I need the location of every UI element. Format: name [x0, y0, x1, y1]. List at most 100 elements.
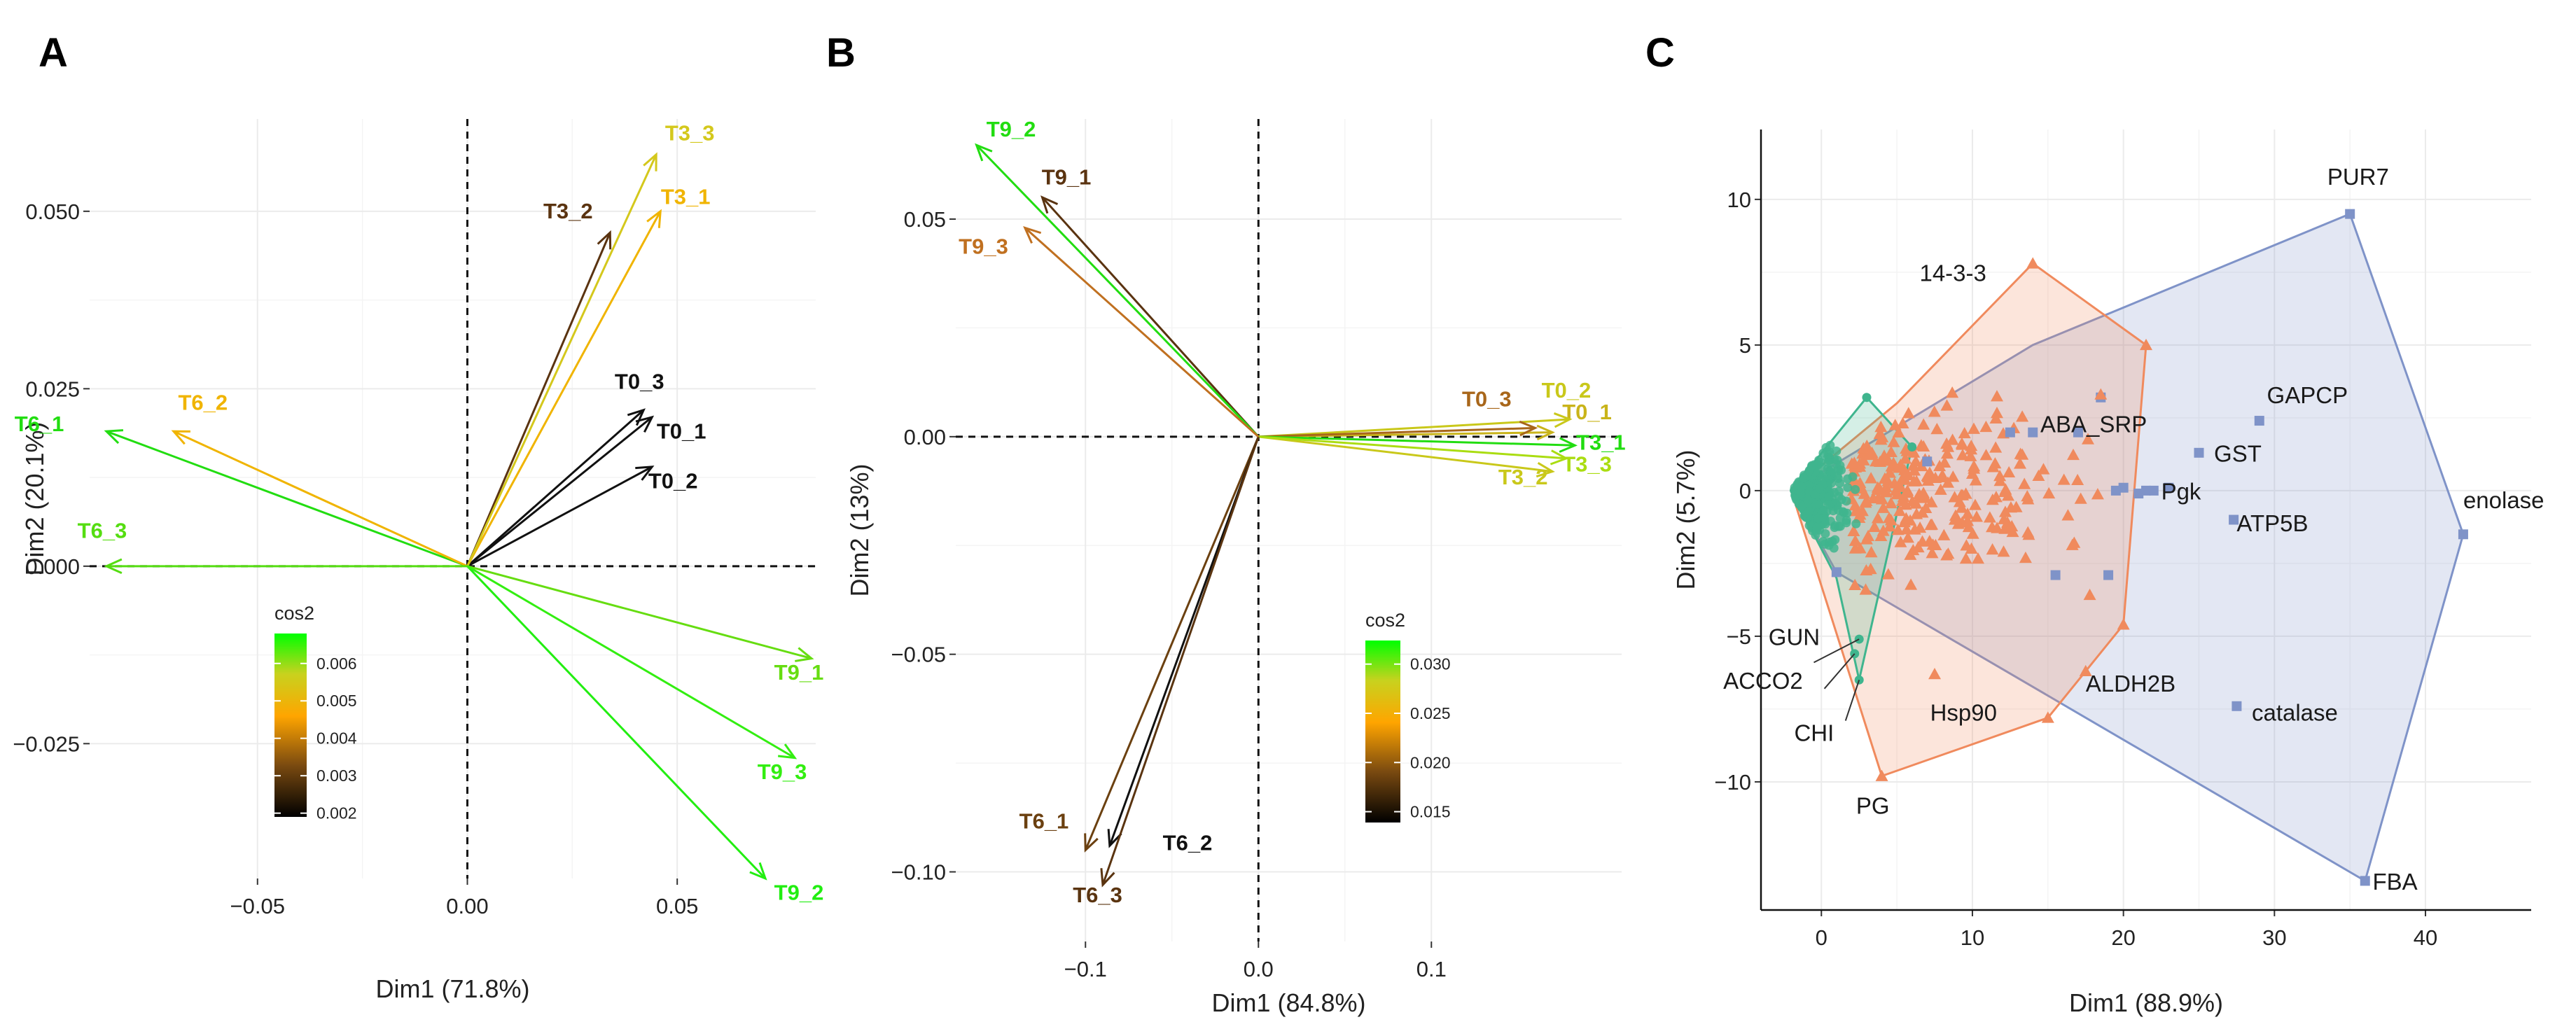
point-circle	[1842, 508, 1852, 518]
vector-label-T9_1: T9_1	[1042, 164, 1092, 189]
y-tick-label: 0.050	[25, 200, 80, 224]
point-triangle	[2057, 473, 2070, 485]
vector-label-T9_2: T9_2	[987, 117, 1036, 141]
vector-arrow-shaft	[1258, 435, 1553, 473]
point-triangle	[2140, 338, 2152, 351]
vector-label-T9_2: T9_2	[774, 880, 824, 904]
point-triangle	[1900, 523, 1913, 535]
point-triangle	[1879, 486, 1893, 498]
point-label-atp5b: ATP5B	[2236, 510, 2308, 536]
vector-arrow-head	[1519, 420, 1538, 437]
point-triangle	[1902, 407, 1915, 419]
point-triangle	[1965, 439, 1978, 451]
vector-arrow-shaft	[1101, 436, 1260, 886]
y-tick-label: −5	[1727, 624, 1751, 649]
point-triangle	[1934, 483, 1947, 495]
point-triangle	[2074, 492, 2087, 504]
label-leader-line	[1844, 680, 1860, 721]
point-triangle	[2005, 519, 2019, 532]
vector-arrow-head	[635, 415, 655, 433]
point-circle	[1825, 517, 1835, 526]
point-triangle	[2026, 257, 2040, 269]
vector-arrow-head	[1559, 437, 1578, 453]
point-triangle	[1860, 494, 1873, 506]
point-label-catalase: catalase	[2252, 700, 2338, 726]
point-triangle	[1941, 476, 1954, 488]
vector-label-T6_2: T6_2	[1163, 830, 1213, 855]
vector-label-T3_2: T3_2	[1498, 465, 1548, 489]
point-triangle	[1923, 466, 1936, 478]
y-tick-label: 0.000	[25, 554, 80, 579]
point-triangle	[2014, 457, 2027, 469]
x-tick-label: 0.05	[656, 894, 698, 918]
point-triangle	[1873, 482, 1886, 494]
point-triangle	[1998, 512, 2011, 524]
point-triangle	[1991, 522, 2004, 533]
point-triangle	[1904, 548, 1917, 560]
point-triangle	[1865, 472, 1878, 484]
point-triangle	[1936, 469, 1949, 481]
point-triangle	[1901, 484, 1914, 496]
point-triangle	[1959, 487, 1972, 499]
point-triangle	[1929, 538, 1942, 551]
vector-arrow-head	[1536, 461, 1555, 478]
x-tick-label: 30	[2262, 925, 2286, 950]
vector-arrow-shaft	[466, 565, 795, 759]
legend-tick-label: 0.025	[1410, 704, 1451, 722]
y-tick-label: 0.05	[904, 207, 946, 232]
point-square	[2103, 570, 2114, 580]
point-triangle	[1905, 578, 1918, 590]
vector-arrow-head	[1084, 833, 1099, 853]
point-triangle	[1859, 583, 1872, 595]
point-triangle	[1877, 501, 1890, 513]
point-triangle	[1875, 493, 1888, 505]
legend-title: cos2	[274, 603, 314, 624]
point-triangle	[1874, 433, 1888, 445]
point-triangle	[1884, 445, 1898, 458]
point-label-pur7: PUR7	[2327, 164, 2389, 190]
point-triangle	[2032, 469, 2045, 482]
legend-tick-label: 0.015	[1410, 803, 1451, 821]
vector-arrow-head	[104, 429, 124, 444]
point-triangle	[1972, 552, 1985, 564]
x-tick-label: 10	[1961, 925, 1984, 950]
point-triangle	[1940, 437, 1954, 449]
x-axis-title: Dim1 (84.8%)	[1211, 988, 1365, 1017]
point-triangle	[1940, 399, 1954, 411]
point-square	[2050, 570, 2061, 580]
y-tick-label: 0.00	[904, 425, 946, 449]
point-triangle	[1874, 529, 1888, 541]
point-triangle	[1962, 520, 1975, 533]
point-triangle	[1942, 547, 1955, 559]
legend-tick-label: 0.030	[1410, 655, 1451, 673]
point-circle	[1835, 513, 1845, 523]
point-circle	[1907, 442, 1917, 451]
point-circle	[1815, 484, 1825, 493]
point-circle	[1832, 446, 1842, 456]
point-circle	[1823, 458, 1833, 468]
point-triangle	[2019, 551, 2032, 564]
point-triangle	[1925, 496, 1938, 507]
point-triangle	[1938, 456, 1951, 468]
point-circle	[1824, 500, 1834, 510]
vector-arrow-shaft	[1258, 418, 1570, 438]
vector-arrow-shaft	[1258, 426, 1536, 438]
point-triangle	[1900, 512, 1913, 524]
point-triangle	[1849, 499, 1862, 511]
point-triangle	[1916, 506, 1929, 518]
y-axis-title: Dim2 (20.1%)	[20, 421, 49, 575]
vector-label-T3_1: T3_1	[1576, 430, 1626, 454]
point-square	[2232, 701, 2242, 711]
vector-arrow-head	[1553, 412, 1573, 428]
x-tick-label: 0	[1816, 925, 1827, 950]
x-axis-title: Dim1 (71.8%)	[375, 974, 529, 1003]
point-triangle	[1965, 542, 1978, 554]
point-triangle	[1907, 446, 1921, 458]
point-square	[2073, 427, 2083, 438]
point-triangle	[1892, 426, 1905, 438]
panel-letter: B	[826, 30, 856, 76]
panel-letter: C	[1645, 30, 1675, 76]
y-tick-label: 0	[1739, 479, 1751, 503]
vector-arrow-head	[1040, 195, 1059, 214]
point-square	[2148, 485, 2159, 496]
